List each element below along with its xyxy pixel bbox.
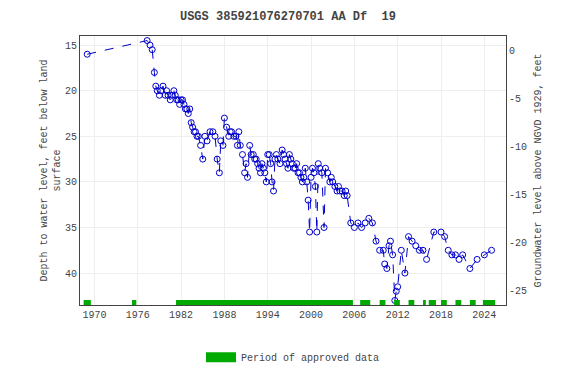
svg-text:15: 15 [65,41,77,52]
svg-text:USGS 385921076270701 AA Df 19: USGS 385921076270701 AA Df 19 [180,10,396,24]
svg-text:2018: 2018 [429,310,453,321]
svg-text:30: 30 [65,177,77,188]
svg-text:1970: 1970 [82,310,106,321]
svg-text:2024: 2024 [472,310,496,321]
svg-text:35: 35 [65,223,77,234]
svg-text:20: 20 [65,86,77,97]
svg-text:40: 40 [65,269,77,280]
svg-text:Period of approved data: Period of approved data [241,353,379,364]
svg-text:-5: -5 [509,94,521,105]
svg-text:0: 0 [509,46,515,57]
svg-text:1982: 1982 [169,310,193,321]
svg-text:-20: -20 [509,238,527,249]
svg-text:2006: 2006 [342,310,366,321]
svg-text:Groundwater level above NGVD 1: Groundwater level above NGVD 1929, feet [533,53,544,287]
svg-text:-10: -10 [509,142,527,153]
svg-text:2000: 2000 [299,310,323,321]
svg-text:1988: 1988 [212,310,236,321]
svg-text:25: 25 [65,132,77,143]
svg-text:Depth to water level, feet bel: Depth to water level, feet below landsur… [39,59,63,281]
svg-text:1976: 1976 [126,310,150,321]
svg-text:-25: -25 [509,286,527,297]
svg-text:1994: 1994 [256,310,280,321]
svg-text:2012: 2012 [386,310,410,321]
svg-text:-15: -15 [509,190,527,201]
